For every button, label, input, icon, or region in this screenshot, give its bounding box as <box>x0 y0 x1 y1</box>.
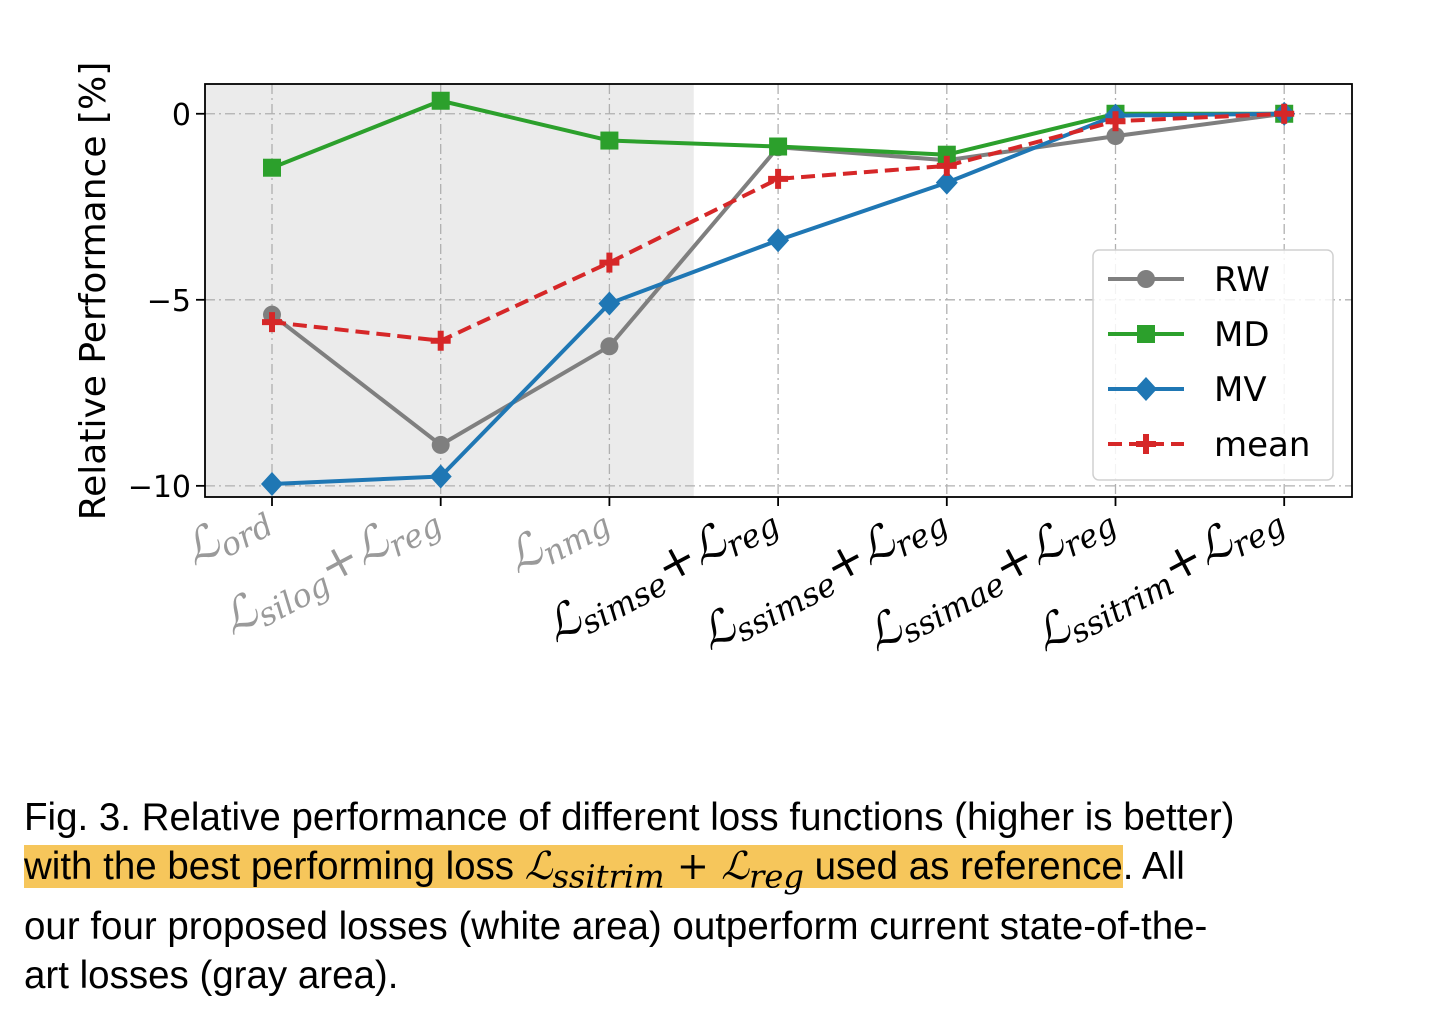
caption-line-4: art losses (gray area). <box>24 953 399 997</box>
caption-math-formula: ℒssitrim + ℒreg <box>524 844 804 896</box>
x-tick-label: ℒsimse+ℒreg <box>535 487 785 657</box>
legend-label: RW <box>1214 260 1270 300</box>
data-point-md <box>937 145 956 164</box>
x-tick-label-sub: ssimse <box>729 565 843 650</box>
data-point-mean <box>1105 111 1126 132</box>
caption-line-3: our four proposed losses (white area) ou… <box>24 904 1208 948</box>
data-point-md <box>769 137 788 156</box>
data-point-rw <box>600 337 619 356</box>
legend-marker <box>1136 434 1156 454</box>
legend-label: MV <box>1214 370 1267 410</box>
data-point-rw <box>431 435 450 454</box>
x-tick-label: ℒssitrim+ℒreg <box>1024 487 1291 666</box>
data-point-mv <box>767 228 790 253</box>
x-tick-label-sub: ssitrim <box>1064 565 1181 651</box>
x-tick-label-sub: nmg <box>536 506 617 573</box>
y-tick-label: −5 <box>147 284 191 319</box>
x-tick-label-sub: simse <box>575 565 674 642</box>
caption-line-1: Fig. 3. Relative performance of differen… <box>24 796 1235 839</box>
data-point-mean <box>262 312 282 333</box>
caption-line-2: with the best performing loss ℒssitrim +… <box>24 844 1185 896</box>
data-point-mean <box>768 168 789 189</box>
legend-box <box>1092 249 1334 481</box>
y-axis: 0 −5 −10 <box>128 98 205 505</box>
data-point-md <box>600 131 619 150</box>
data-point-mv <box>935 170 958 195</box>
y-axis-title: Relative Performance [%] <box>73 62 114 521</box>
y-tick-label: 0 <box>172 98 191 133</box>
y-tick-label: −10 <box>128 470 191 505</box>
caption-highlight: with the best performing loss ℒssitrim +… <box>24 844 1123 896</box>
series-mean <box>262 103 1295 351</box>
data-point-mv <box>429 464 452 489</box>
state-of-the-art-shaded-area <box>205 84 694 497</box>
legend-marker <box>1137 270 1155 288</box>
legend-marker <box>1135 377 1157 401</box>
data-point-md <box>431 91 450 110</box>
legend-label: MD <box>1214 315 1270 355</box>
legend-label: mean <box>1214 425 1310 465</box>
x-tick-label: ℒsilog+ℒreg <box>212 487 448 650</box>
data-point-mean <box>430 330 451 351</box>
data-point-mean <box>599 252 620 273</box>
data-point-mv <box>598 291 621 316</box>
x-tick-label-sub: ssimae <box>895 565 1011 651</box>
data-point-mean <box>1274 103 1295 124</box>
legend-marker <box>1137 325 1155 343</box>
legend: RW MD MV mean <box>1092 249 1334 481</box>
figure-caption: Fig. 3. Relative performance of differen… <box>24 793 1409 1000</box>
x-tick-label: ℒnmg <box>497 487 617 588</box>
data-point-mv <box>261 471 283 496</box>
data-point-rw <box>1106 127 1125 146</box>
data-point-md <box>263 158 281 177</box>
data-point-mean <box>936 155 957 176</box>
data-series <box>261 91 1296 496</box>
